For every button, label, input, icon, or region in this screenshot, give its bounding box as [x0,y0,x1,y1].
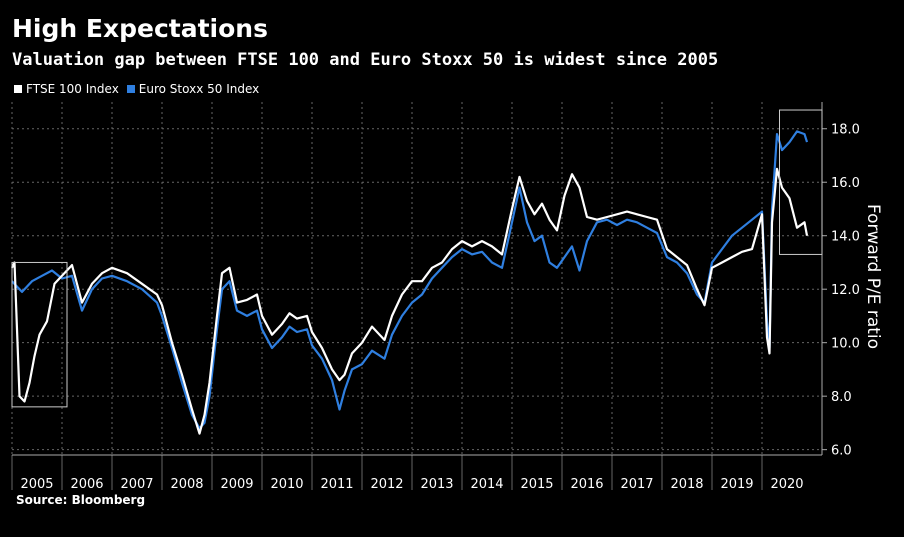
chart-subtitle: Valuation gap between FTSE 100 and Euro … [12,50,719,70]
series-line-ftse [11,167,809,435]
annotation-box-2005 [11,261,68,408]
y-tick-label: 8.0 [831,390,852,405]
y-tick-label: 12.0 [831,283,860,298]
x-tick-label: 2012 [370,477,403,492]
x-tick-label: 2005 [20,477,53,492]
source-note: Source: Bloomberg [16,493,146,507]
y-axis-label: Forward P/E ratio [863,204,883,349]
x-tick-label: 2015 [520,477,553,492]
y-tick-label: 6.0 [831,444,852,459]
legend-swatch-ftse [14,85,22,93]
x-tick-label: 2013 [420,477,453,492]
x-tick-label: 2018 [670,477,703,492]
x-tick-label: 2007 [120,477,153,492]
x-tick-label: 2016 [570,477,603,492]
x-tick-label: 2019 [720,477,753,492]
legend-label-stoxx: Euro Stoxx 50 Index [138,82,260,96]
x-tick-label: 2006 [70,477,103,492]
y-tick-label: 14.0 [831,230,860,245]
x-tick-label: 2014 [470,477,503,492]
legend-item-ftse: FTSE 100 Index [14,82,119,96]
x-tick-label: 2017 [620,477,653,492]
x-tick-label: 2011 [320,477,353,492]
legend-swatch-stoxx [126,85,135,93]
legend-label-ftse: FTSE 100 Index [26,82,119,96]
y-tick-label: 18.0 [831,123,860,138]
legend: FTSE 100 Index Euro Stoxx 50 Index [14,82,267,96]
annotation-box-2020 [779,109,823,255]
y-tick-label: 16.0 [831,176,860,191]
series-line-stoxx [11,130,809,430]
x-tick-label: 2008 [170,477,203,492]
y-tick-label: 10.0 [831,337,860,352]
x-tick-label: 2010 [270,477,303,492]
chart-title: High Expectations [12,14,268,43]
legend-item-stoxx: Euro Stoxx 50 Index [126,82,260,96]
x-tick-label: 2020 [770,477,803,492]
x-tick-label: 2009 [220,477,253,492]
